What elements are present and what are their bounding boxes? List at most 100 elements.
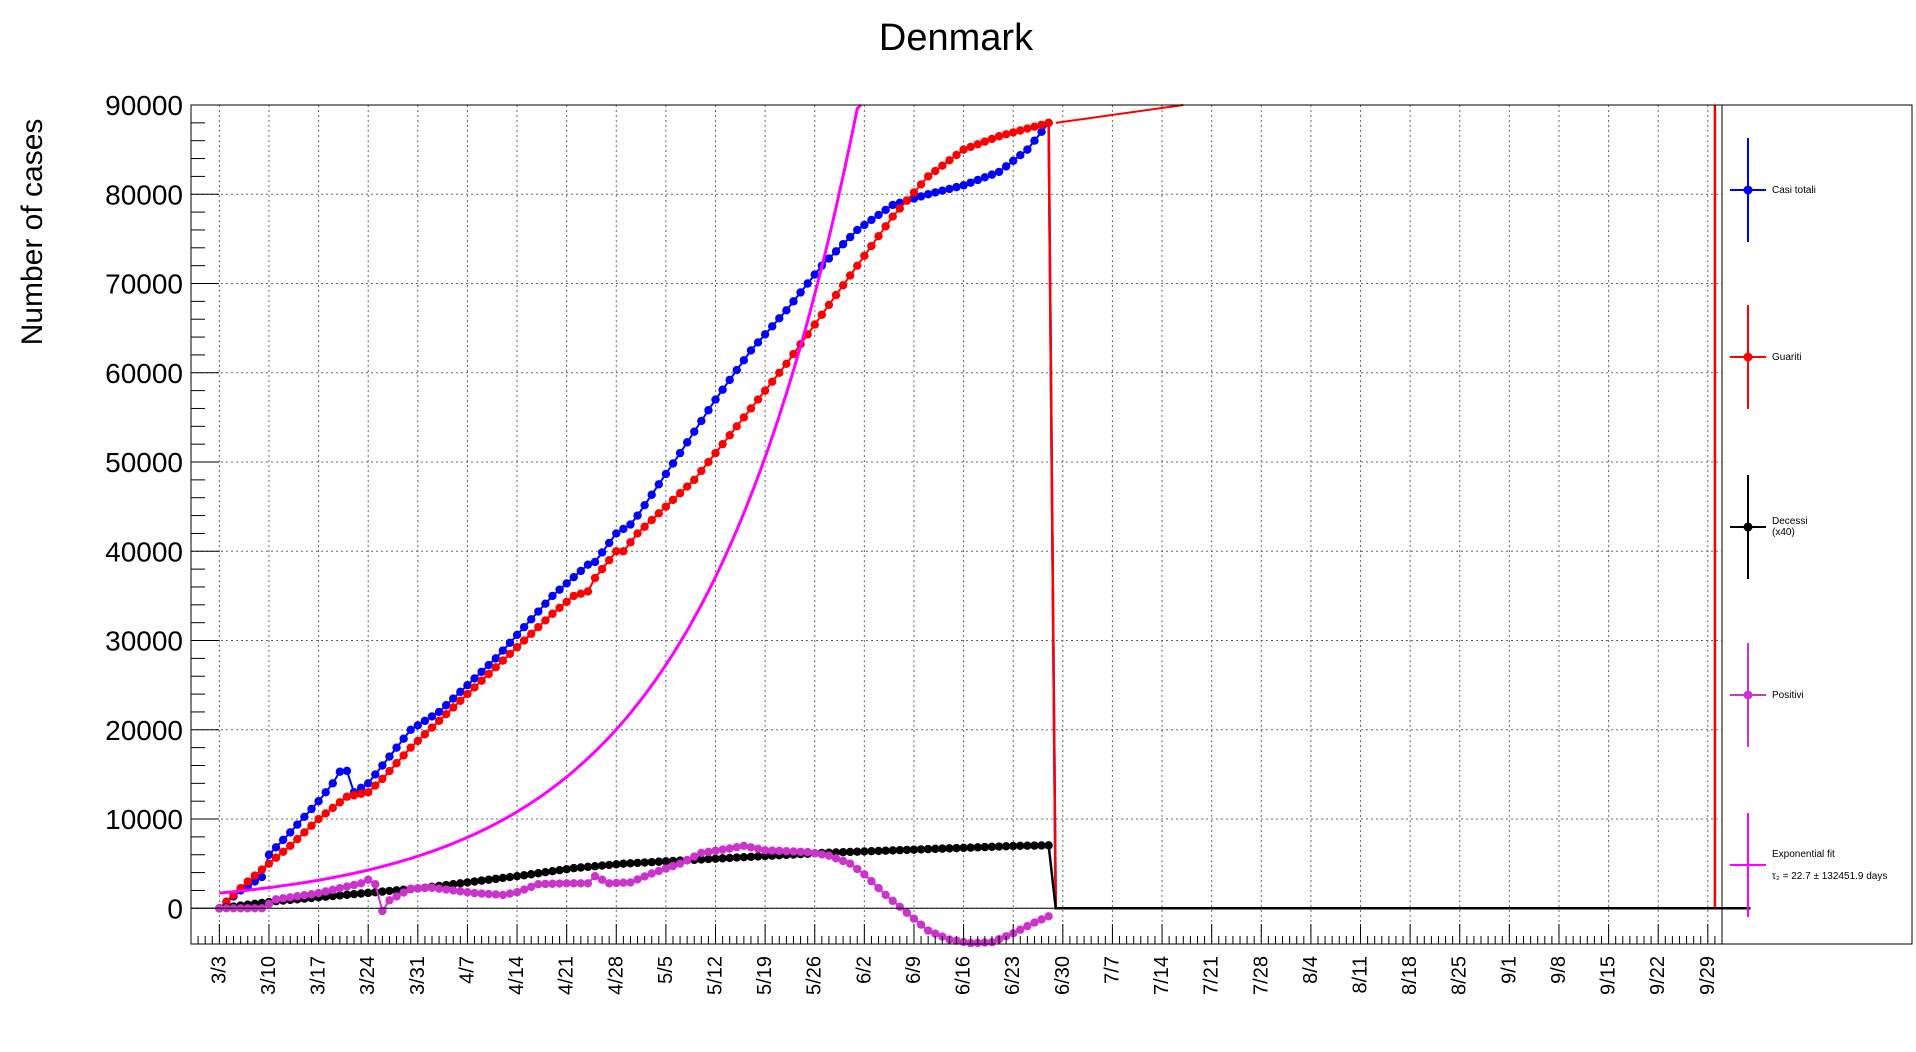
- data-point: [768, 322, 777, 331]
- data-point: [385, 886, 394, 896]
- data-point: [583, 879, 593, 888]
- data-point: [640, 522, 649, 531]
- data-point: [838, 847, 848, 857]
- series-tail: [1047, 845, 1751, 910]
- data-point: [654, 509, 664, 518]
- data-point: [831, 848, 841, 857]
- data-point: [449, 694, 458, 703]
- legend-entry: Casi totali: [1730, 138, 1816, 242]
- x-tick-label: 7/28: [1250, 956, 1272, 995]
- data-point: [952, 182, 961, 192]
- legend-label: Positivi: [1772, 690, 1804, 701]
- data-point: [335, 767, 345, 776]
- data-point: [590, 862, 600, 871]
- data-point: [477, 876, 486, 885]
- data-point: [725, 853, 734, 863]
- y-tick-label: 40000: [105, 536, 183, 567]
- data-point: [732, 853, 741, 862]
- x-tick-label: 3/3: [208, 956, 230, 984]
- legend-label: Decessi: [1772, 516, 1808, 527]
- data-point: [895, 845, 904, 855]
- data-point: [293, 892, 302, 901]
- data-point: [888, 896, 897, 906]
- data-point: [682, 855, 692, 865]
- data-point: [321, 887, 330, 896]
- data-point: [1009, 841, 1018, 851]
- data-point: [881, 222, 890, 231]
- data-point: [718, 385, 727, 394]
- data-point: [597, 861, 607, 870]
- data-point: [420, 883, 430, 893]
- data-point: [959, 843, 968, 853]
- data-point: [378, 906, 387, 916]
- data-point: [314, 888, 323, 898]
- data-point: [399, 888, 408, 897]
- data-point: [427, 883, 437, 892]
- data-point: [491, 654, 500, 663]
- data-point: [966, 843, 975, 852]
- data-point: [732, 842, 741, 852]
- data-point: [654, 857, 664, 866]
- legend-label: Guariti: [1772, 352, 1801, 363]
- data-point: [1037, 915, 1046, 924]
- data-point: [619, 547, 628, 556]
- data-point: [661, 469, 671, 479]
- data-point: [810, 849, 819, 858]
- x-tick-label: 6/9: [903, 956, 925, 984]
- data-point: [1001, 130, 1011, 139]
- data-point: [853, 225, 862, 235]
- data-point: [1001, 162, 1011, 171]
- x-tick-label: 4/21: [556, 956, 578, 995]
- data-point: [711, 854, 720, 863]
- data-point: [732, 422, 741, 431]
- data-point: [342, 792, 352, 801]
- data-point: [498, 873, 508, 883]
- y-axis-label: Number of cases: [16, 119, 49, 346]
- x-tick-label: 8/18: [1399, 956, 1421, 995]
- x-tick-label: 7/7: [1101, 956, 1123, 984]
- x-tick-label: 3/24: [357, 956, 379, 995]
- data-point: [427, 712, 437, 721]
- legend-entry: Exponential fit τ₂ = 22.7 ± 132451.9 days: [1730, 813, 1887, 917]
- plot-frame: [190, 104, 1723, 945]
- series-guariti: [215, 104, 1717, 913]
- series-tail: [1047, 122, 1715, 910]
- data-point: [342, 890, 352, 899]
- data-point: [548, 879, 557, 888]
- data-point: [994, 842, 1004, 851]
- fit-curve: [219, 103, 862, 895]
- data-point: [619, 878, 628, 887]
- data-point: [959, 181, 968, 190]
- data-point: [881, 205, 890, 215]
- data-point: [1016, 126, 1025, 135]
- y-tick-label: 80000: [105, 179, 183, 210]
- data-point: [697, 466, 706, 476]
- data-point: [796, 288, 805, 297]
- data-point: [612, 547, 621, 556]
- data-point: [945, 844, 954, 853]
- series-continuation: [1055, 104, 1184, 124]
- x-tick-label: 8/4: [1300, 956, 1322, 984]
- data-point: [555, 879, 564, 888]
- data-point: [675, 489, 685, 498]
- data-point: [647, 490, 656, 499]
- data-point: [505, 889, 515, 898]
- data-point: [753, 338, 763, 347]
- data-point: [817, 850, 827, 859]
- data-point: [527, 615, 536, 624]
- data-point: [718, 439, 727, 449]
- y-tick-label: 60000: [105, 358, 183, 389]
- legend-label: Casi totali: [1772, 185, 1816, 196]
- data-point: [1037, 127, 1046, 136]
- data-point: [612, 878, 621, 888]
- data-point: [881, 846, 890, 855]
- data-point: [456, 696, 465, 705]
- data-point: [803, 279, 812, 288]
- data-point: [597, 875, 607, 884]
- data-point: [328, 803, 337, 813]
- data-point: [505, 649, 515, 659]
- data-point: [831, 290, 841, 300]
- data-point: [1023, 921, 1032, 931]
- data-point: [895, 204, 904, 213]
- data-point: [732, 365, 741, 375]
